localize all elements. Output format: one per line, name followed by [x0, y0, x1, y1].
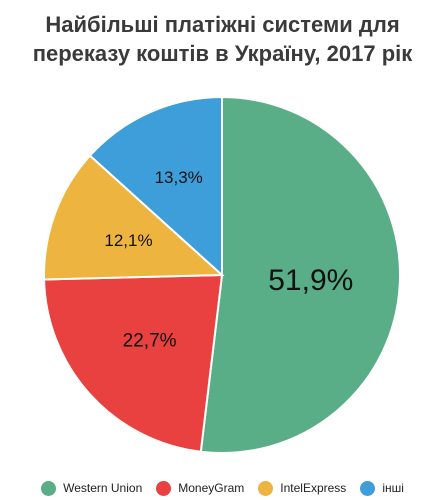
- pie-slice-other: [88, 95, 223, 278]
- legend-swatch-western-union: [41, 480, 57, 496]
- legend-item-moneygram: MoneyGram: [156, 480, 245, 496]
- legend-item-other: інші: [360, 480, 404, 496]
- chart-title: Найбільші платіжні системи для переказу …: [0, 10, 445, 68]
- legend-item-intelexpress: IntelExpress: [258, 480, 347, 496]
- legend-label-moneygram: MoneyGram: [178, 481, 245, 495]
- legend-label-western-union: Western Union: [63, 481, 143, 495]
- data-label-intelexpress: 12,1%: [104, 231, 152, 250]
- chart-legend: Western Union MoneyGram IntelExpress інш…: [0, 478, 445, 498]
- legend-label-intelexpress: IntelExpress: [280, 481, 347, 495]
- pie-slice-western-union: [199, 95, 401, 454]
- pie-chart: 51,9% 22,7% 12,1% 13,3%: [43, 95, 401, 454]
- legend-label-other: інші: [382, 481, 404, 495]
- chart-title-line-2: переказу коштів в Україну, 2017 рік: [32, 41, 413, 66]
- data-label-western-union: 51,9%: [268, 264, 353, 297]
- pie-slice-intelexpress: [43, 154, 225, 281]
- legend-swatch-moneygram: [156, 480, 172, 496]
- legend-item-western-union: Western Union: [41, 480, 143, 496]
- pie-slice-moneygram: [43, 273, 224, 453]
- legend-swatch-intelexpress: [258, 480, 274, 496]
- legend-swatch-other: [360, 480, 376, 496]
- chart-title-line-1: Найбільші платіжні системи для: [45, 12, 400, 37]
- data-label-moneygram: 22,7%: [123, 330, 177, 351]
- data-label-other: 13,3%: [155, 168, 203, 187]
